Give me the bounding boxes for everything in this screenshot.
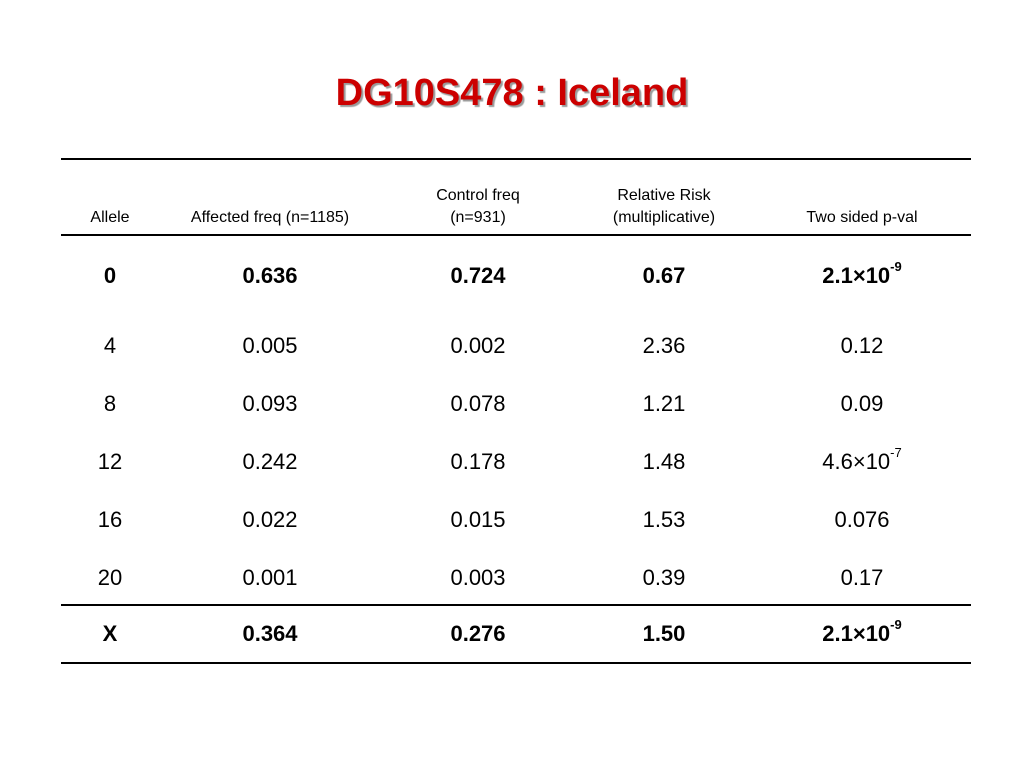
header-relative-risk: Relative Risk (multiplicative) [575, 159, 753, 235]
cell-p-value: 4.6×10-7 [822, 445, 902, 474]
header-affected-freq: Affected freq (n=1185) [159, 159, 381, 235]
cell-allele: 20 [97, 564, 123, 590]
header-control-freq-line2: (n=931) [450, 209, 506, 226]
cell-relative-risk: 2.36 [642, 333, 686, 358]
table-row: 0 0.636 0.724 0.67 2.1×10-9 [61, 235, 971, 315]
cell-control-freq: 0.015 [450, 507, 506, 532]
header-allele: Allele [61, 159, 159, 235]
cell-affected-freq: 0.364 [242, 621, 298, 646]
results-table-container: Allele Affected freq (n=1185) Control fr… [61, 158, 971, 664]
cell-affected-freq: 0.005 [242, 333, 298, 358]
table-header-row: Allele Affected freq (n=1185) Control fr… [61, 159, 971, 235]
cell-control-freq: 0.003 [450, 564, 506, 590]
table-row: 8 0.093 0.078 1.21 0.09 [61, 373, 971, 431]
cell-affected-freq: 0.093 [242, 391, 298, 416]
header-relative-risk-line1: Relative Risk [617, 187, 711, 204]
header-control-freq-line1: Control freq [436, 187, 520, 204]
cell-control-freq: 0.276 [450, 621, 506, 646]
header-allele-label: Allele [90, 209, 130, 226]
summary-row: X 0.364 0.276 1.50 2.1×10-9 [61, 605, 971, 663]
cell-control-freq: 0.724 [450, 262, 506, 288]
cell-p-value: 2.1×10-9 [822, 258, 902, 288]
cell-allele: 8 [103, 391, 117, 416]
table-row: 12 0.242 0.178 1.48 4.6×10-7 [61, 431, 971, 489]
cell-allele: 0 [103, 262, 117, 288]
table-row: 16 0.022 0.015 1.53 0.076 [61, 489, 971, 547]
cell-relative-risk: 1.50 [642, 621, 686, 646]
cell-affected-freq: 0.001 [242, 564, 298, 590]
cell-p-value: 0.17 [840, 564, 884, 590]
cell-control-freq: 0.078 [450, 391, 506, 416]
cell-relative-risk: 1.21 [642, 391, 686, 416]
header-p-value: Two sided p-val [753, 159, 971, 235]
cell-p-value: 0.076 [834, 507, 890, 532]
cell-allele: 4 [103, 333, 117, 358]
cell-relative-risk: 0.39 [642, 564, 686, 590]
cell-control-freq: 0.002 [450, 333, 506, 358]
cell-affected-freq: 0.636 [242, 262, 298, 288]
slide-title: DG10S478 : Iceland [335, 72, 689, 114]
cell-relative-risk: 1.53 [642, 507, 686, 532]
allele-frequency-table: Allele Affected freq (n=1185) Control fr… [61, 158, 971, 664]
cell-affected-freq: 0.022 [242, 507, 298, 532]
cell-relative-risk: 1.48 [642, 449, 686, 474]
cell-control-freq: 0.178 [450, 449, 506, 474]
cell-allele: 16 [97, 507, 123, 532]
header-control-freq: Control freq (n=931) [381, 159, 575, 235]
header-relative-risk-line2: (multiplicative) [612, 209, 716, 226]
cell-allele: X [102, 621, 118, 646]
table-row: 20 0.001 0.003 0.39 0.17 [61, 547, 971, 605]
table-row: 4 0.005 0.002 2.36 0.12 [61, 315, 971, 373]
header-p-value-label: Two sided p-val [806, 209, 918, 226]
header-affected-freq-label: Affected freq (n=1185) [190, 209, 350, 226]
cell-p-value: 0.09 [840, 391, 884, 416]
cell-affected-freq: 0.242 [242, 449, 298, 474]
cell-relative-risk: 0.67 [642, 262, 686, 288]
cell-p-value: 2.1×10-9 [822, 617, 902, 646]
cell-allele: 12 [97, 449, 123, 474]
cell-p-value: 0.12 [840, 333, 884, 358]
